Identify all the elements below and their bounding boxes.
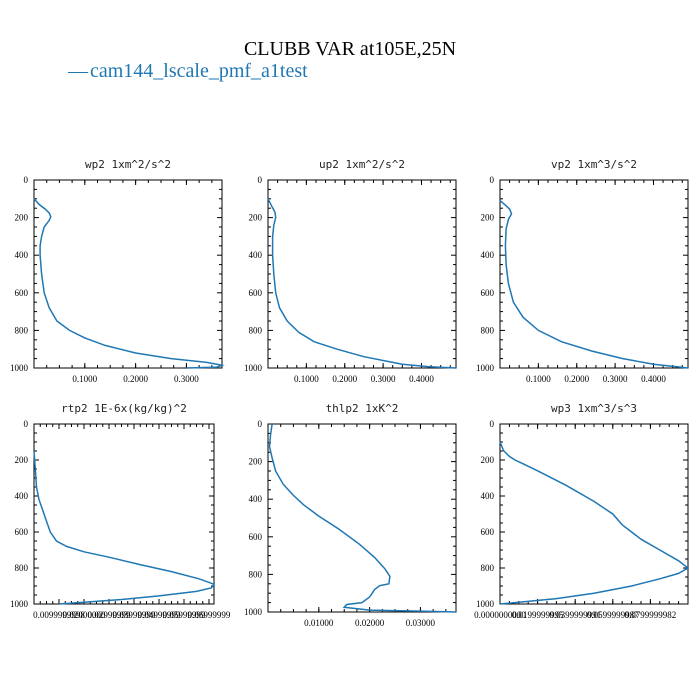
chart-panels: wp2 1xm^2/s^2 0 200 400 600 800 1000 0.1000 0.20… (10, 158, 690, 628)
series-line (268, 423, 457, 613)
x-tick-label: 0.0000000000 (474, 610, 526, 620)
x-tick-label: 0.05999999 (163, 610, 206, 620)
legend-symbol: — (67, 60, 89, 82)
x-tick-label: 0.1000 (72, 374, 97, 384)
legend-label: cam144_lscale_pmf_a1test (90, 60, 308, 82)
y-tick-label: 800 (249, 325, 263, 335)
x-tick-label: 0.02000000 (63, 610, 106, 620)
x-tick-label: 0.0099999998 (33, 610, 85, 620)
x-tick-label: 0.03000 (406, 618, 436, 628)
series-line (499, 200, 689, 369)
x-tick-label: 0.3000 (371, 374, 396, 384)
x-tick-label: 0.1000 (526, 374, 551, 384)
y-tick-label: 400 (481, 491, 495, 501)
y-tick-label: 200 (249, 213, 263, 223)
y-tick-label: 1000 (10, 363, 29, 373)
y-tick-label: 600 (249, 532, 263, 542)
panel-title: vp2 1xm^3/s^2 (551, 158, 637, 171)
y-tick-label: 400 (249, 250, 263, 260)
plot-frame (499, 179, 689, 369)
x-tick-label: 0.2000 (564, 374, 589, 384)
y-tick-label: 400 (481, 250, 495, 260)
x-tick-label: 0.0199999995 (512, 610, 564, 620)
plot-frame (499, 423, 689, 605)
x-tick-label: 0.3000 (603, 374, 628, 384)
x-tick-label: 0.03999999 (113, 610, 156, 620)
panel-1: wp2 1xm^2/s^2 0 200 400 600 800 1000 0.1000 0.20… (10, 158, 225, 384)
y-tick-label: 200 (249, 457, 263, 467)
y-tick-label: 0 (258, 419, 263, 429)
y-tick-label: 400 (249, 494, 263, 504)
y-tick-label: 0 (490, 175, 495, 185)
x-tick-label: 0.02000 (355, 618, 385, 628)
plot-frame (267, 179, 457, 369)
y-tick-label: 1000 (10, 599, 29, 609)
panel-4: rtp2 1E-6x(kg/kg)^2 0 200 400 600 800 1000 0.00… (10, 402, 231, 620)
x-tick-label: 0.4000 (409, 374, 434, 384)
x-tick-label: 0.2000 (123, 374, 148, 384)
y-tick-label: 800 (15, 325, 29, 335)
x-tick-label: 0.1000 (294, 374, 319, 384)
y-tick-label: 0 (24, 419, 29, 429)
panel-title: up2 1xm^2/s^2 (319, 158, 405, 171)
x-tick-label: 0.01000 (304, 618, 334, 628)
y-tick-label: 600 (15, 527, 29, 537)
panel-5: thlp2 1xK^2 0 200 400 600 800 1000 0.01000 0.020… (244, 402, 457, 628)
x-tick-label: 0.02999999 (88, 610, 131, 620)
y-tick-label: 200 (481, 213, 495, 223)
x-tick-label: 0.2000 (332, 374, 357, 384)
y-tick-label: 800 (481, 325, 495, 335)
panel-3: vp2 1xm^3/s^2 0 200 400 600 800 1000 0.1000 0.20… (476, 158, 689, 384)
x-tick-label: 0.06999999 (188, 610, 231, 620)
y-tick-label: 1000 (476, 599, 495, 609)
y-tick-label: 800 (481, 563, 495, 573)
y-tick-label: 400 (15, 491, 29, 501)
plot-frame (267, 423, 457, 613)
plot-frame (33, 179, 223, 369)
x-tick-label: 0.04999999 (138, 610, 181, 620)
y-tick-label: 200 (481, 455, 495, 465)
series-line (267, 198, 457, 369)
y-tick-label: 0 (24, 175, 29, 185)
y-tick-label: 800 (249, 569, 263, 579)
panel-2: up2 1xm^2/s^2 0 200 400 600 800 1000 0.1000 0.20… (244, 158, 457, 384)
panel-title: wp3 1xm^3/s^3 (551, 402, 637, 415)
y-tick-label: 200 (15, 455, 29, 465)
series-line (33, 450, 216, 605)
y-tick-label: 1000 (244, 363, 263, 373)
plot-frame (33, 423, 215, 605)
y-tick-label: 0 (258, 175, 263, 185)
figure-title: CLUBB VAR at105E,25N (244, 38, 456, 60)
series-line (499, 441, 690, 605)
y-tick-label: 600 (481, 527, 495, 537)
y-tick-label: 600 (15, 288, 29, 298)
panel-6: wp3 1xm^3/s^3 0 200 400 600 800 10000.00000000… (474, 402, 690, 620)
y-tick-label: 600 (481, 288, 495, 298)
x-tick-label: 0.0799999982 (625, 610, 677, 620)
x-tick-label: 0.0599999987 (587, 610, 639, 620)
y-tick-label: 1000 (476, 363, 495, 373)
y-tick-label: 800 (15, 563, 29, 573)
x-tick-label: 0.0399999991 (549, 610, 601, 620)
panel-title: wp2 1xm^2/s^2 (85, 158, 171, 171)
panel-title: thlp2 1xK^2 (326, 402, 399, 415)
x-tick-label: 0.4000 (641, 374, 666, 384)
panel-title: rtp2 1E-6x(kg/kg)^2 (61, 402, 187, 415)
y-tick-label: 200 (15, 213, 29, 223)
x-tick-label: 0.3000 (174, 374, 199, 384)
y-tick-label: 0 (490, 419, 495, 429)
y-tick-label: 1000 (244, 607, 263, 617)
y-tick-label: 400 (15, 250, 29, 260)
y-tick-label: 600 (249, 288, 263, 298)
series-line (33, 198, 225, 369)
